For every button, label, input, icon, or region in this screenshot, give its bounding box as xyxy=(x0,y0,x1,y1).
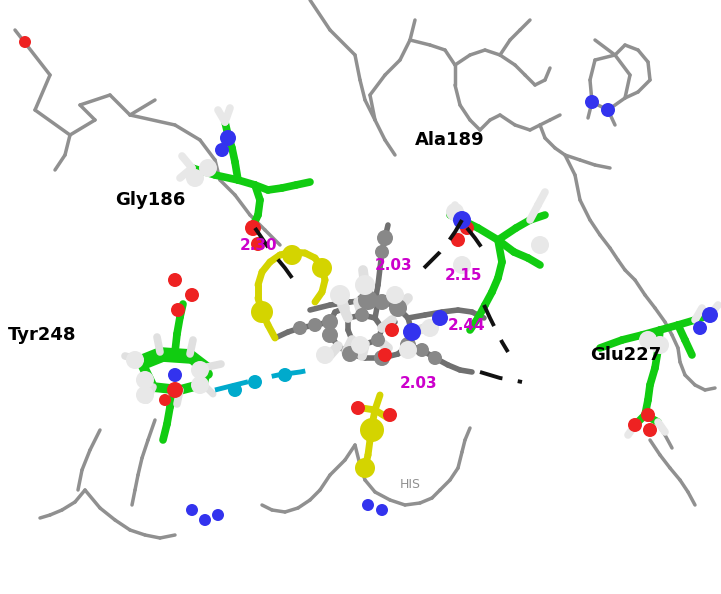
Circle shape xyxy=(432,310,448,326)
Circle shape xyxy=(168,273,182,287)
Circle shape xyxy=(19,36,31,48)
Circle shape xyxy=(446,203,464,221)
Circle shape xyxy=(371,333,385,347)
Circle shape xyxy=(374,294,390,310)
Circle shape xyxy=(245,220,261,236)
Circle shape xyxy=(168,368,182,382)
Circle shape xyxy=(212,509,224,521)
Circle shape xyxy=(693,321,707,335)
Circle shape xyxy=(585,95,599,109)
Circle shape xyxy=(428,351,442,365)
Circle shape xyxy=(451,233,465,247)
Circle shape xyxy=(628,418,642,432)
Text: Tyr248: Tyr248 xyxy=(8,326,76,344)
Circle shape xyxy=(191,361,209,379)
Circle shape xyxy=(385,323,399,337)
Circle shape xyxy=(316,346,334,364)
Circle shape xyxy=(251,301,273,323)
Circle shape xyxy=(282,245,302,265)
Circle shape xyxy=(312,258,332,278)
Circle shape xyxy=(215,143,229,157)
Circle shape xyxy=(220,130,236,146)
Circle shape xyxy=(453,256,471,274)
Circle shape xyxy=(407,327,417,337)
Circle shape xyxy=(360,418,384,442)
Circle shape xyxy=(400,337,416,353)
Circle shape xyxy=(199,159,217,177)
Circle shape xyxy=(251,237,265,251)
Circle shape xyxy=(355,275,375,295)
Text: Ala189: Ala189 xyxy=(415,131,485,149)
Text: 2.03: 2.03 xyxy=(375,258,412,273)
Circle shape xyxy=(191,376,209,394)
Circle shape xyxy=(377,230,393,246)
Circle shape xyxy=(639,331,657,349)
Circle shape xyxy=(330,285,350,305)
Circle shape xyxy=(293,321,307,335)
Circle shape xyxy=(651,336,669,354)
Circle shape xyxy=(159,394,171,406)
Circle shape xyxy=(643,423,657,437)
Circle shape xyxy=(375,245,389,259)
Text: 2.30: 2.30 xyxy=(240,238,278,253)
Circle shape xyxy=(351,336,369,354)
Circle shape xyxy=(386,286,404,304)
Circle shape xyxy=(322,327,338,343)
Circle shape xyxy=(126,351,144,369)
Circle shape xyxy=(248,375,262,389)
Text: 2.03: 2.03 xyxy=(400,376,438,391)
Circle shape xyxy=(531,236,549,254)
Circle shape xyxy=(374,350,390,366)
Circle shape xyxy=(421,319,439,337)
Circle shape xyxy=(403,323,421,341)
Text: 2.15: 2.15 xyxy=(445,268,482,283)
Circle shape xyxy=(415,343,429,357)
Circle shape xyxy=(351,401,365,415)
Circle shape xyxy=(389,299,407,317)
Circle shape xyxy=(355,458,375,478)
Circle shape xyxy=(342,346,358,362)
Circle shape xyxy=(355,308,369,322)
Circle shape xyxy=(308,318,322,332)
Circle shape xyxy=(453,211,471,229)
Circle shape xyxy=(278,368,292,382)
Circle shape xyxy=(186,169,204,187)
Circle shape xyxy=(376,504,388,516)
Circle shape xyxy=(199,514,211,526)
Circle shape xyxy=(399,341,417,359)
Text: Gly186: Gly186 xyxy=(115,191,185,209)
Circle shape xyxy=(383,408,397,422)
Circle shape xyxy=(601,103,615,117)
Circle shape xyxy=(228,383,242,397)
Circle shape xyxy=(362,499,374,511)
Circle shape xyxy=(460,221,474,235)
Circle shape xyxy=(186,504,198,516)
Circle shape xyxy=(322,314,338,330)
Circle shape xyxy=(378,348,392,362)
Circle shape xyxy=(136,386,154,404)
Text: HIS: HIS xyxy=(400,478,421,491)
Circle shape xyxy=(185,288,199,302)
Circle shape xyxy=(358,290,378,310)
Circle shape xyxy=(171,303,185,317)
Text: Glu227: Glu227 xyxy=(590,346,661,364)
Circle shape xyxy=(136,371,154,389)
Circle shape xyxy=(167,382,183,398)
Text: 2.44: 2.44 xyxy=(448,318,486,333)
Circle shape xyxy=(702,307,718,323)
Circle shape xyxy=(641,408,655,422)
